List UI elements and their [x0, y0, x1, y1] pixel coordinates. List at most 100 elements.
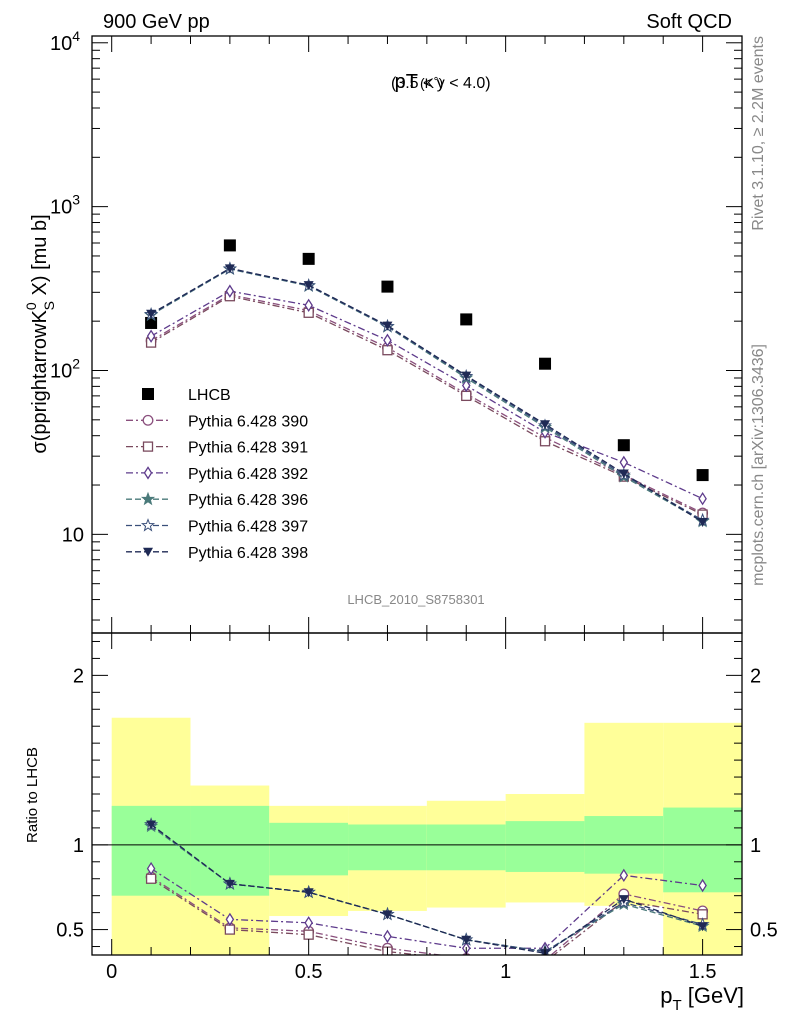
data-point — [697, 517, 708, 527]
legend-label: LHCB — [188, 387, 231, 404]
data-point — [303, 281, 314, 291]
ratio-y-tick-label: 0.5 — [56, 920, 84, 942]
legend: LHCB Pythia 6.428 390 Pythia 6.428 391 Pyth… — [126, 387, 308, 562]
x-axis-label-main: p — [660, 983, 672, 1008]
series-line — [150, 267, 703, 523]
data-point — [223, 239, 236, 252]
ratio-point — [303, 929, 314, 940]
data-point — [146, 329, 156, 343]
ratio-point — [303, 888, 314, 898]
ratio-line — [150, 868, 703, 949]
ratio-point — [618, 895, 629, 905]
data-point — [461, 390, 472, 402]
plot-title-particle: (K˚) — [420, 75, 443, 91]
series-line — [150, 295, 703, 516]
legend-item: LHCB — [142, 387, 231, 404]
y-tick-label: 10 — [62, 524, 84, 546]
ratio-point — [224, 924, 236, 935]
data-point — [698, 492, 707, 506]
series-2 — [145, 291, 708, 520]
ratio-point — [304, 916, 313, 930]
legend-item: Pythia 6.428 398 — [126, 545, 308, 562]
series-3 — [146, 284, 707, 506]
main-axis-ticks — [92, 36, 743, 633]
legend-item: Pythia 6.428 396 — [126, 491, 308, 509]
y-tick-label: 102 — [50, 355, 80, 382]
ratio-point — [697, 922, 708, 932]
ratio-panel: 0.5 0.5 1 1 2 2 0 0.5 1 1.5 Ratio to LHCB pT [GeV… — [24, 632, 778, 1014]
x-tick-label: 0 — [106, 961, 117, 983]
band-green — [348, 824, 427, 871]
ratio-point — [541, 957, 550, 966]
legend-marker — [140, 491, 156, 506]
ratio-y-tick-label: 1 — [73, 835, 84, 857]
legend-label: Pythia 6.428 392 — [188, 466, 308, 483]
data-point — [224, 264, 235, 274]
plot-title-range: (3.5 < y < 4.0) — [391, 75, 491, 92]
side-text-top: Rivet 3.1.10, ≥ 2.2M events — [750, 36, 767, 231]
data-point — [461, 371, 472, 381]
main-panel: 10 102 103 104 pT (K˚) (3.5 < y < 4.0) σ(pp… — [23, 28, 743, 634]
y-tick-label: 103 — [50, 192, 80, 219]
plot-title-main: pT — [395, 71, 418, 93]
y-tick-label: 104 — [50, 28, 80, 55]
legend-marker — [142, 414, 154, 426]
legend-marker — [143, 466, 153, 480]
data-point — [146, 309, 157, 319]
legend-item: Pythia 6.428 397 — [126, 518, 308, 536]
series-6 — [146, 264, 708, 527]
y-axis-label-sub: S — [41, 301, 57, 310]
x-axis-label: pT [GeV] — [660, 983, 744, 1014]
ratio-tick-labels: 0.5 0.5 1 1 2 2 0 0.5 1 1.5 — [56, 665, 778, 983]
legend-marker — [140, 518, 156, 532]
series-line — [150, 268, 703, 522]
main-frame — [91, 35, 743, 634]
legend-label: Pythia 6.428 391 — [188, 440, 308, 457]
legend-item: Pythia 6.428 391 — [126, 440, 308, 457]
ratio-axis-ticks — [92, 633, 743, 955]
legend-marker — [142, 441, 154, 452]
ratio-y-tick-label-right: 2 — [750, 665, 761, 687]
analysis-watermark: LHCB_2010_S8758301 — [347, 592, 484, 607]
ratio-point — [619, 868, 629, 883]
ratio-series-5 — [146, 820, 708, 955]
band-green — [269, 822, 349, 876]
x-tick-label: 1.5 — [689, 961, 717, 983]
ratio-point — [225, 912, 235, 927]
legend-label: Pythia 6.428 390 — [188, 413, 308, 430]
ratio-line — [150, 876, 703, 955]
ratio-point — [382, 910, 393, 920]
legend-label: Pythia 6.428 397 — [188, 519, 308, 536]
data-point — [540, 420, 551, 430]
data-point — [381, 280, 394, 293]
ratio-point — [461, 935, 472, 945]
data-point — [383, 333, 392, 347]
ratio-y-tick-label-right: 1 — [750, 835, 761, 857]
legend-label: Pythia 6.428 396 — [188, 492, 308, 509]
header-left: 900 GeV pp — [103, 11, 210, 33]
data-point — [619, 455, 629, 470]
main-plot-data — [144, 239, 710, 528]
x-axis-label-sub: T — [672, 997, 681, 1014]
x-axis-label-tail: [GeV] — [682, 983, 744, 1008]
ratio-point — [461, 954, 472, 955]
series-0 — [145, 239, 709, 482]
ratio-y-tick-label-right: 0.5 — [750, 920, 778, 942]
legend-item: Pythia 6.428 390 — [126, 413, 308, 430]
ratio-y-axis-label: Ratio to LHCB — [24, 747, 41, 843]
ratio-line — [150, 878, 703, 955]
data-point — [539, 357, 552, 370]
ratio-uncertainty-bands — [92, 717, 742, 955]
ratio-point — [224, 879, 235, 889]
ratio-y-tick-label: 2 — [73, 665, 84, 687]
ratio-point — [543, 954, 547, 955]
y-axis-label: σ(pprightarrowK0 S X) [mu b] — [23, 214, 57, 453]
ratio-plot-data — [144, 817, 710, 966]
data-point — [617, 439, 630, 452]
ratio-point — [146, 820, 157, 830]
data-point — [382, 321, 393, 331]
ratio-line — [150, 823, 703, 954]
ratio-point — [698, 878, 707, 893]
legend-label: Pythia 6.428 398 — [188, 545, 308, 562]
